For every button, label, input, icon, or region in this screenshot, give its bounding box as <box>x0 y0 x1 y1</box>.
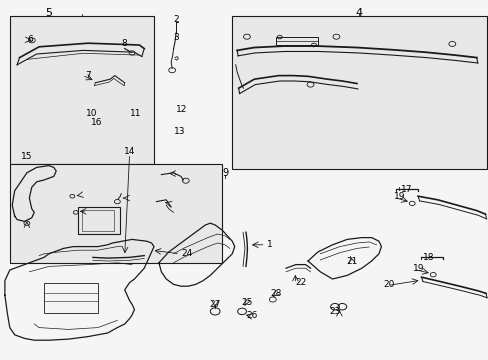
Text: 11: 11 <box>129 109 141 118</box>
Text: 18: 18 <box>422 253 434 262</box>
Text: 8: 8 <box>122 39 127 48</box>
Text: 20: 20 <box>382 280 394 289</box>
Text: 19: 19 <box>412 264 424 273</box>
Text: 9: 9 <box>222 168 227 178</box>
Text: 24: 24 <box>181 249 192 258</box>
Text: 26: 26 <box>245 310 257 320</box>
Text: 28: 28 <box>270 289 282 298</box>
Text: 17: 17 <box>400 184 412 194</box>
Text: 10: 10 <box>85 109 97 118</box>
Bar <box>82 210 114 231</box>
Text: 14: 14 <box>123 147 135 156</box>
Text: 12: 12 <box>176 105 187 114</box>
Text: 4: 4 <box>355 8 362 18</box>
Bar <box>78 207 120 234</box>
Text: 22: 22 <box>295 278 306 287</box>
Text: 1: 1 <box>266 240 272 249</box>
Bar <box>10 164 222 263</box>
Text: 15: 15 <box>21 152 33 161</box>
Text: 19: 19 <box>393 192 405 201</box>
Text: 7: 7 <box>85 71 91 80</box>
Text: 21: 21 <box>346 256 357 265</box>
Text: 5: 5 <box>45 8 52 18</box>
Bar <box>232 16 486 169</box>
Bar <box>44 283 98 313</box>
Text: 27: 27 <box>209 300 221 309</box>
Text: 16: 16 <box>90 118 102 127</box>
Text: 23: 23 <box>328 307 340 316</box>
Text: 13: 13 <box>173 127 185 136</box>
Bar <box>276 37 317 45</box>
Text: 3: 3 <box>173 33 179 42</box>
Bar <box>10 16 154 164</box>
Text: 6: 6 <box>27 35 33 44</box>
Text: 2: 2 <box>173 15 179 24</box>
Text: 25: 25 <box>241 298 252 307</box>
